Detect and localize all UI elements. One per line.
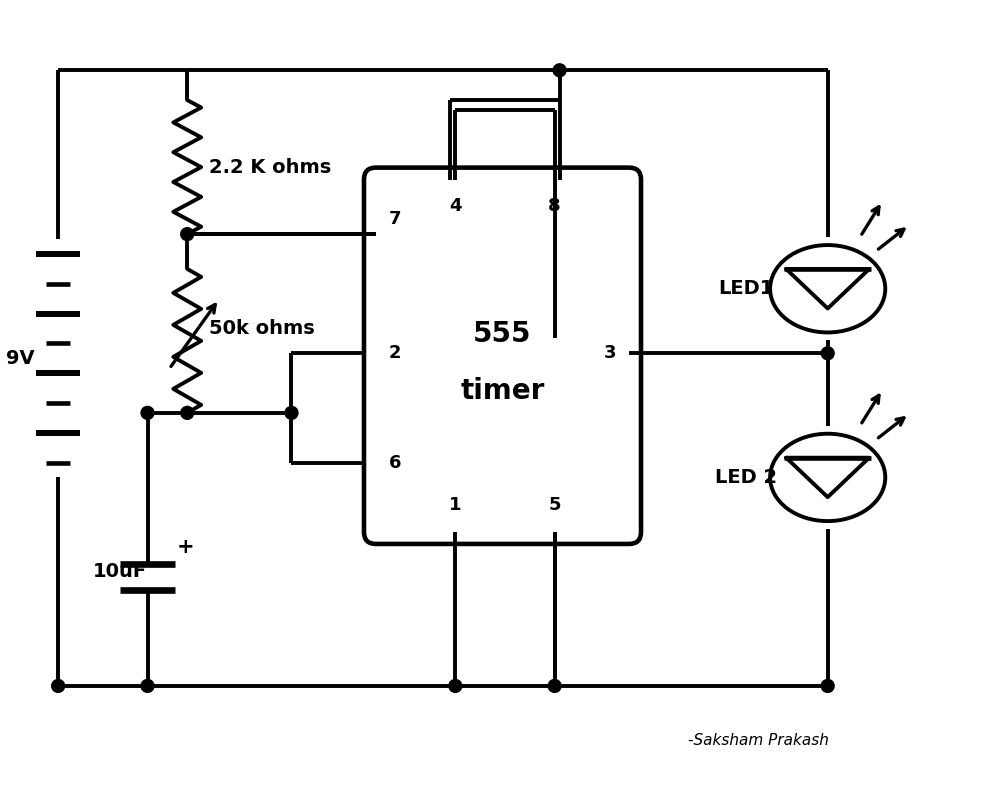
- Text: 9V: 9V: [6, 349, 35, 368]
- Text: LED 2: LED 2: [714, 468, 776, 487]
- Circle shape: [181, 407, 194, 419]
- Circle shape: [51, 679, 64, 693]
- Text: 2.2 K ohms: 2.2 K ohms: [209, 158, 331, 177]
- Circle shape: [448, 679, 461, 693]
- Text: 10uF: 10uF: [93, 563, 146, 582]
- Circle shape: [285, 407, 298, 419]
- Text: 5: 5: [548, 496, 561, 514]
- Text: 8: 8: [548, 198, 561, 215]
- Text: timer: timer: [459, 377, 545, 404]
- Text: 7: 7: [388, 210, 401, 229]
- Circle shape: [553, 64, 566, 76]
- Text: LED1: LED1: [718, 279, 773, 298]
- Text: 4: 4: [448, 198, 461, 215]
- Text: 50k ohms: 50k ohms: [209, 319, 315, 339]
- Circle shape: [820, 679, 833, 693]
- Text: 555: 555: [472, 320, 532, 348]
- Circle shape: [820, 347, 833, 360]
- Text: 6: 6: [388, 454, 401, 471]
- FancyBboxPatch shape: [364, 168, 640, 544]
- Text: -Saksham Prakash: -Saksham Prakash: [687, 733, 827, 748]
- Text: +: +: [177, 537, 194, 557]
- Circle shape: [548, 679, 561, 693]
- Text: 3: 3: [603, 344, 616, 362]
- Text: 2: 2: [388, 344, 401, 362]
- Circle shape: [141, 679, 153, 693]
- Circle shape: [181, 228, 194, 240]
- Text: 1: 1: [448, 496, 461, 514]
- Circle shape: [141, 407, 153, 419]
